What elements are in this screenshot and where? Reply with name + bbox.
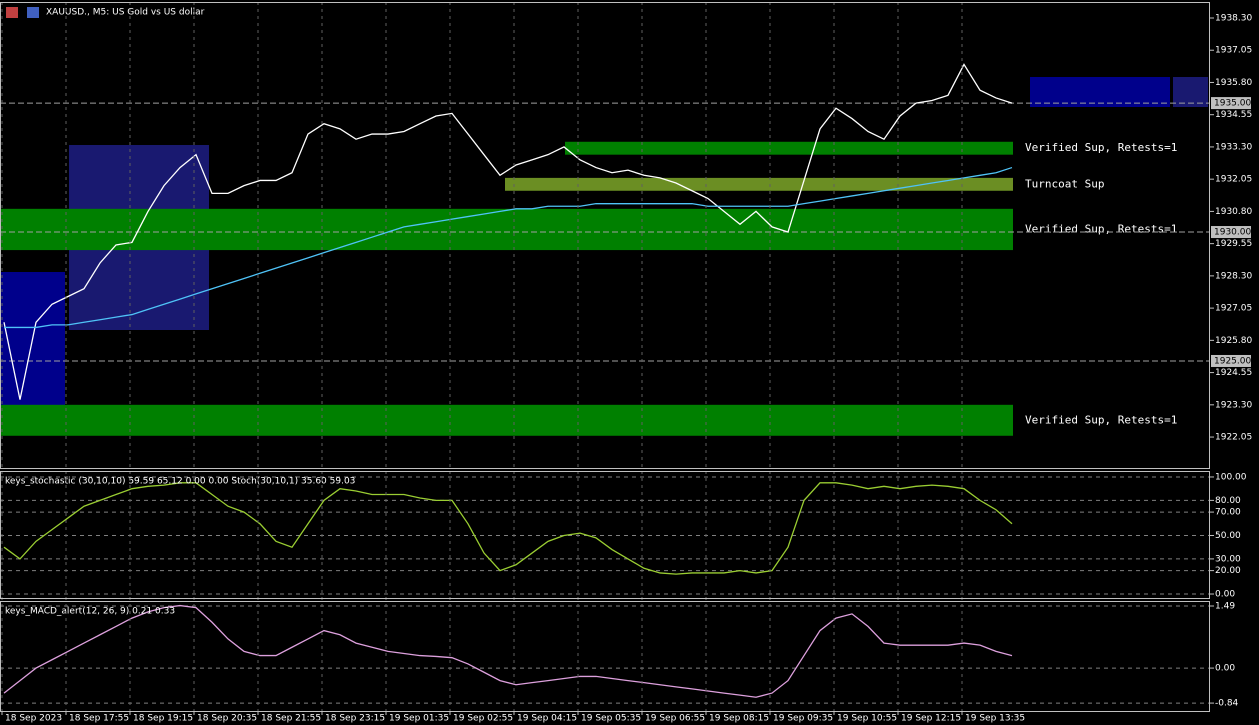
y-tick-label: 1924.55 <box>1215 368 1252 378</box>
x-tick-label: 19 Sep 02:55 <box>453 714 513 724</box>
y-tick-label: 20.00 <box>1215 566 1241 576</box>
y-tick-label: 1937.05 <box>1215 46 1252 56</box>
sr-zone <box>0 404 1013 436</box>
y-tick-label: 1925.80 <box>1215 336 1252 346</box>
price-label-box <box>1211 354 1251 367</box>
panel-title: keys_MACD_alert(12, 26, 9) 0.21 0.33 <box>5 607 175 617</box>
series-line <box>3 604 1013 698</box>
price-label-box <box>1211 97 1251 110</box>
y-tick-label: 100.00 <box>1215 472 1247 482</box>
y-tick-label: 1928.30 <box>1215 271 1252 281</box>
x-tick-label: 18 Sep 21:55 <box>261 714 321 724</box>
sr-zone <box>565 141 1013 155</box>
y-tick-label: 80.00 <box>1215 496 1241 506</box>
y-tick-label: 50.00 <box>1215 531 1241 541</box>
sr-zone <box>0 208 1013 251</box>
panel-title: keys_stochastic (30,10,10) 59.59 65.12 0… <box>5 477 355 487</box>
x-tick-label: 19 Sep 09:35 <box>773 714 833 724</box>
x-tick-label: 19 Sep 01:35 <box>389 714 449 724</box>
sr-zone <box>505 177 1013 191</box>
y-tick-label: 1934.55 <box>1215 110 1252 120</box>
x-tick-label: 19 Sep 06:55 <box>645 714 705 724</box>
series-line <box>3 63 1013 400</box>
y-tick-label: 1923.30 <box>1215 400 1252 410</box>
price-label: 1930.00 <box>1214 228 1251 238</box>
y-tick-label: 1938.30 <box>1215 13 1252 23</box>
x-tick-label: 19 Sep 12:15 <box>901 714 961 724</box>
y-tick-label: 1929.55 <box>1215 239 1252 249</box>
x-tick-label: 18 Sep 20:35 <box>197 714 257 724</box>
x-tick-label: 18 Sep 17:55 <box>69 714 129 724</box>
price-label: 1935.00 <box>1214 99 1251 109</box>
box-zone <box>0 272 65 420</box>
price-label-box <box>1211 226 1251 239</box>
x-tick-label: 19 Sep 10:55 <box>837 714 897 724</box>
y-tick-label: 30.00 <box>1215 554 1241 564</box>
y-tick-label: 1933.30 <box>1215 142 1252 152</box>
zone-label: Verified Sup, Retests=1 <box>1025 222 1177 235</box>
y-tick-label: 0.00 <box>1215 590 1235 600</box>
box-zone <box>1173 77 1208 107</box>
stoch-panel-border <box>0 471 1210 599</box>
y-tick-label: 1932.05 <box>1215 175 1252 185</box>
x-tick-label: 18 Sep 23:15 <box>325 714 385 724</box>
box-zone <box>1030 77 1170 107</box>
y-tick-label: 1930.80 <box>1215 207 1252 217</box>
x-tick-label: 19 Sep 05:35 <box>581 714 641 724</box>
y-tick-label: -0.84 <box>1215 699 1239 709</box>
y-tick-label: 1927.05 <box>1215 304 1252 314</box>
y-tick-label: 1922.05 <box>1215 433 1252 443</box>
y-tick-label: 70.00 <box>1215 508 1241 518</box>
y-tick-label: 0.00 <box>1215 664 1235 674</box>
icon <box>6 7 18 18</box>
y-tick-label: 1935.80 <box>1215 78 1252 88</box>
x-tick-label: 19 Sep 13:35 <box>965 714 1025 724</box>
y-tick-label: 1.49 <box>1215 602 1235 612</box>
main-panel-border <box>0 2 1210 469</box>
icon <box>27 7 39 18</box>
zone-label: Turncoat Sup <box>1025 177 1104 190</box>
panel-title: XAUUSD., M5: US Gold vs US dollar <box>46 8 205 18</box>
series-line <box>4 166 1013 329</box>
zone-label: Verified Sup, Retests=1 <box>1025 413 1177 426</box>
x-tick-label: 19 Sep 04:15 <box>517 714 577 724</box>
zone-label: Verified Sup, Retests=1 <box>1025 141 1177 154</box>
x-tick-label: 18 Sep 2023 <box>5 714 62 724</box>
series-line <box>3 482 1013 575</box>
x-tick-label: 19 Sep 08:15 <box>709 714 769 724</box>
x-tick-label: 18 Sep 19:15 <box>133 714 193 724</box>
price-label: 1925.00 <box>1214 356 1251 366</box>
macd-panel-border <box>0 601 1210 712</box>
